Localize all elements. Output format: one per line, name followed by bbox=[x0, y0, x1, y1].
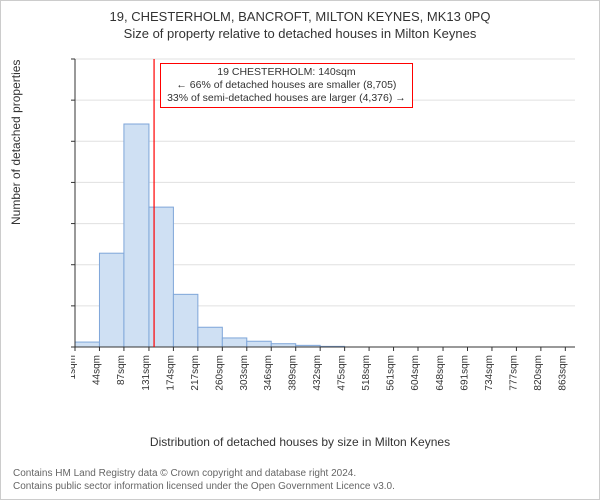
plot-area: 010002000300040005000600070001sqm44sqm87… bbox=[71, 55, 579, 395]
annotation-line3: 33% of semi-detached houses are larger (… bbox=[167, 92, 406, 105]
svg-text:691sqm: 691sqm bbox=[459, 355, 470, 391]
x-axis-label: Distribution of detached houses by size … bbox=[1, 435, 599, 449]
svg-text:863sqm: 863sqm bbox=[557, 355, 568, 391]
svg-text:44sqm: 44sqm bbox=[91, 355, 102, 385]
annotation-line1: 19 CHESTERHOLM: 140sqm bbox=[167, 66, 406, 79]
svg-text:389sqm: 389sqm bbox=[288, 355, 299, 391]
svg-text:432sqm: 432sqm bbox=[312, 355, 323, 391]
svg-text:820sqm: 820sqm bbox=[533, 355, 544, 391]
svg-text:346sqm: 346sqm bbox=[263, 355, 274, 391]
svg-text:174sqm: 174sqm bbox=[165, 355, 176, 391]
footer-line2: Contains public sector information licen… bbox=[13, 480, 395, 493]
footer: Contains HM Land Registry data © Crown c… bbox=[13, 467, 395, 493]
chart-frame: 19, CHESTERHOLM, BANCROFT, MILTON KEYNES… bbox=[0, 0, 600, 500]
footer-line1: Contains HM Land Registry data © Crown c… bbox=[13, 467, 395, 480]
svg-text:1sqm: 1sqm bbox=[71, 355, 78, 379]
annotation-line2: ← 66% of detached houses are smaller (8,… bbox=[167, 79, 406, 92]
svg-text:260sqm: 260sqm bbox=[214, 355, 225, 391]
annotation-box: 19 CHESTERHOLM: 140sqm ← 66% of detached… bbox=[160, 63, 413, 108]
svg-text:604sqm: 604sqm bbox=[410, 355, 421, 391]
svg-text:518sqm: 518sqm bbox=[361, 355, 372, 391]
svg-text:561sqm: 561sqm bbox=[386, 355, 397, 391]
svg-text:777sqm: 777sqm bbox=[508, 355, 519, 391]
svg-text:734sqm: 734sqm bbox=[484, 355, 495, 391]
svg-text:303sqm: 303sqm bbox=[239, 355, 250, 391]
y-axis-label: Number of detached properties bbox=[9, 60, 23, 225]
svg-text:648sqm: 648sqm bbox=[435, 355, 446, 391]
svg-text:217sqm: 217sqm bbox=[190, 355, 201, 391]
chart-title-line1: 19, CHESTERHOLM, BANCROFT, MILTON KEYNES… bbox=[1, 1, 599, 24]
chart-title-line2: Size of property relative to detached ho… bbox=[1, 24, 599, 41]
svg-text:131sqm: 131sqm bbox=[141, 355, 152, 391]
svg-text:475sqm: 475sqm bbox=[337, 355, 348, 391]
svg-text:87sqm: 87sqm bbox=[116, 355, 127, 385]
